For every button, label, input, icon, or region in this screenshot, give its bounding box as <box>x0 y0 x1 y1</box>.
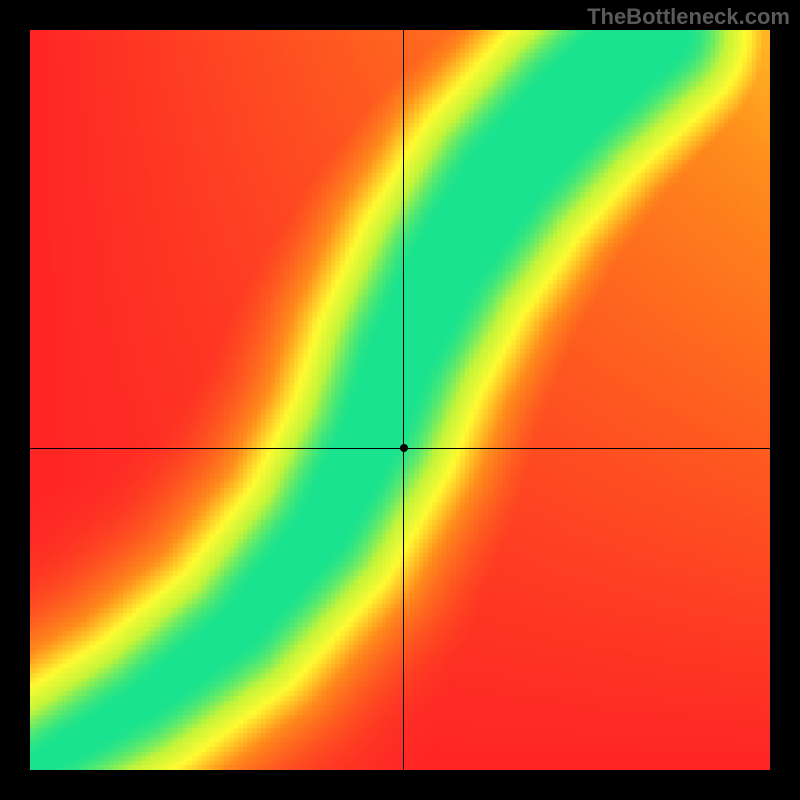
watermark-text: TheBottleneck.com <box>587 4 790 30</box>
crosshair-marker <box>400 444 408 452</box>
heatmap-plot <box>30 30 770 770</box>
chart-container: TheBottleneck.com <box>0 0 800 800</box>
crosshair-vertical <box>403 30 404 770</box>
heatmap-canvas <box>30 30 770 770</box>
